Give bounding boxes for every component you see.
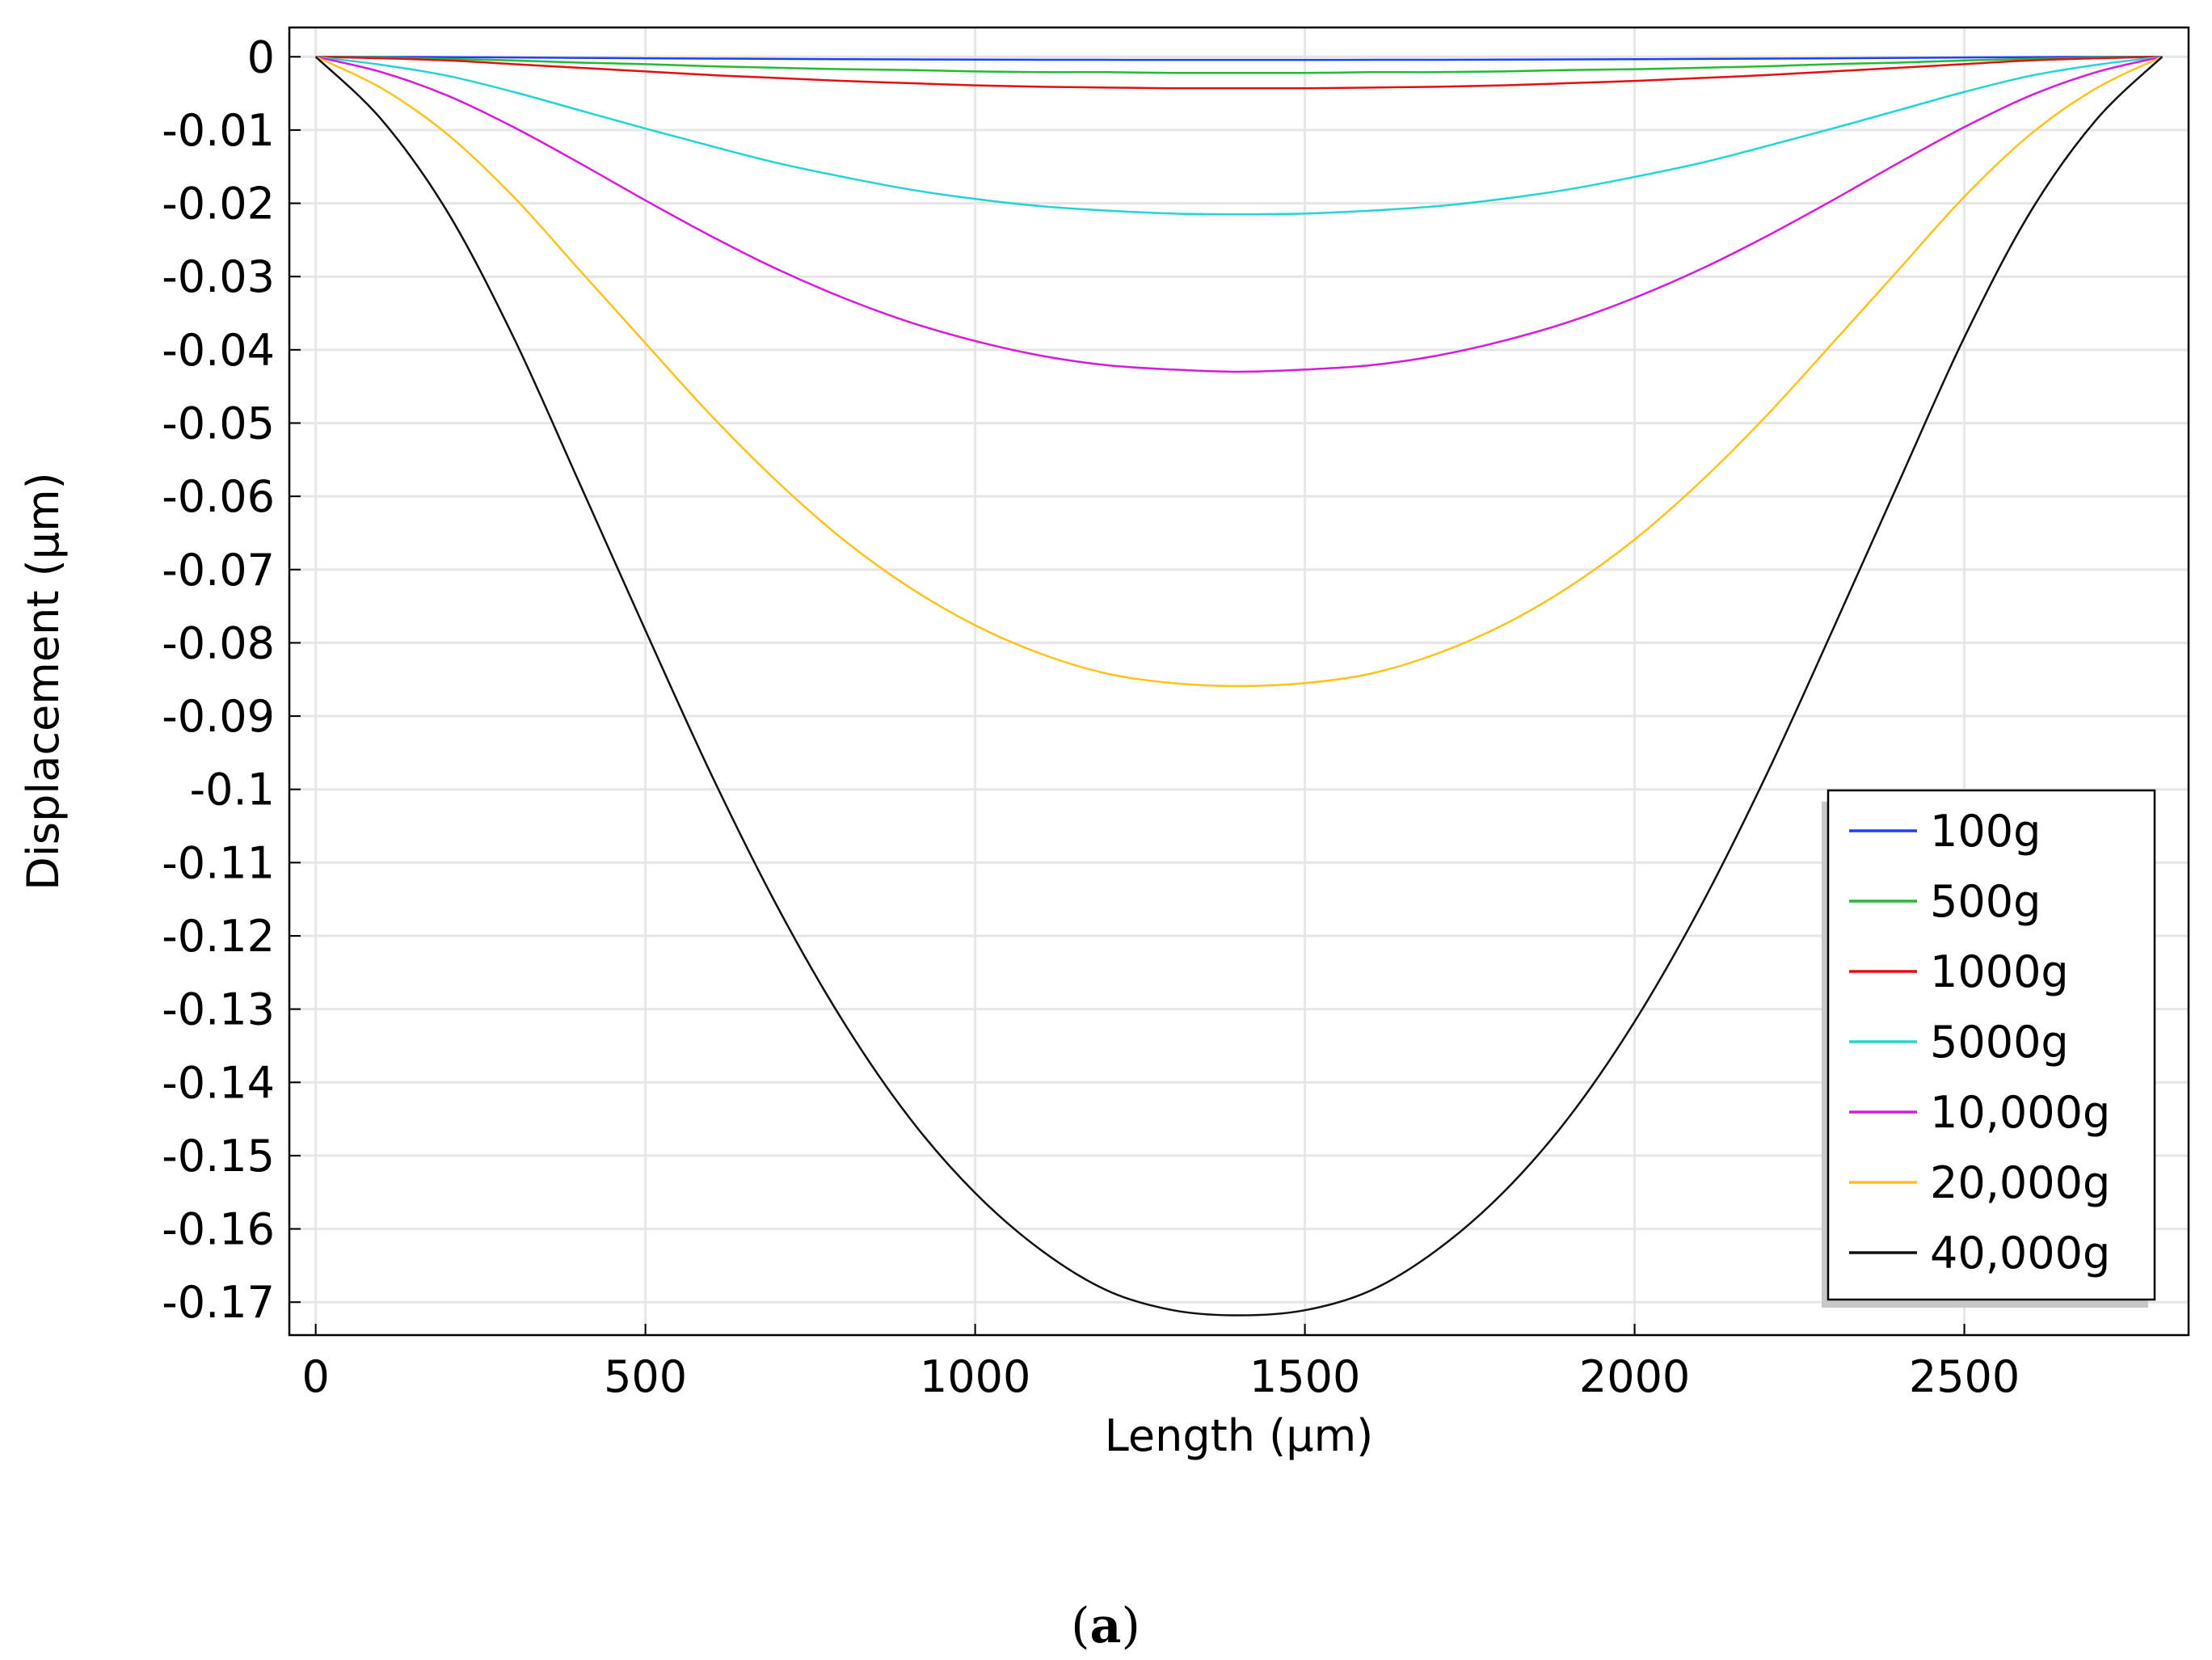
series-line-5000g bbox=[315, 56, 2163, 216]
y-tick-label: -0.15 bbox=[162, 1131, 275, 1182]
legend-label: 10,000g bbox=[1930, 1087, 2110, 1138]
x-tick-label: 1500 bbox=[1249, 1351, 1360, 1402]
y-tick-label: -0.01 bbox=[162, 105, 275, 156]
series-line-40000g bbox=[314, 56, 2164, 1317]
legend-label: 100g bbox=[1930, 806, 2041, 857]
figure-caption: (a) bbox=[1071, 1598, 1140, 1654]
y-tick-label: -0.13 bbox=[162, 984, 275, 1035]
y-tick-label: -0.02 bbox=[162, 179, 275, 230]
y-tick-label: -0.17 bbox=[162, 1277, 275, 1328]
series-line-500g bbox=[315, 56, 2163, 74]
y-tick-label: -0.11 bbox=[162, 837, 275, 888]
series-line-1000g bbox=[315, 56, 2163, 90]
series-lines bbox=[314, 56, 2164, 1317]
y-tick-label: 0 bbox=[247, 32, 275, 82]
x-axis-title: Length (μm) bbox=[1105, 1410, 1374, 1461]
x-tick-label: 2000 bbox=[1579, 1351, 1690, 1402]
y-tick-label: -0.1 bbox=[190, 765, 275, 815]
caption-close-paren: ) bbox=[1121, 1598, 1140, 1654]
legend-label: 500g bbox=[1930, 876, 2041, 927]
y-tick-label: -0.07 bbox=[162, 545, 275, 596]
series-line-10000g bbox=[315, 56, 2163, 373]
series-line-100g bbox=[315, 56, 2163, 61]
legend-label: 1000g bbox=[1930, 946, 2069, 997]
caption-open-paren: ( bbox=[1071, 1598, 1089, 1654]
y-tick-label: -0.14 bbox=[162, 1057, 275, 1108]
y-tick-label: -0.09 bbox=[162, 691, 275, 742]
series-line-20000g bbox=[315, 56, 2163, 688]
x-tick-label: 500 bbox=[604, 1351, 687, 1402]
y-tick-label: -0.12 bbox=[162, 911, 275, 962]
x-tick-label: 2500 bbox=[1909, 1351, 2020, 1402]
legend-box bbox=[1826, 789, 2156, 1301]
legend-label: 40,000g bbox=[1930, 1228, 2110, 1279]
y-tick-label: -0.16 bbox=[162, 1204, 275, 1255]
legend-label: 5000g bbox=[1930, 1017, 2069, 1068]
x-axis-ticks: 0 500 1000 1500 2000 2500 bbox=[301, 1324, 2020, 1402]
y-tick-label: -0.04 bbox=[162, 325, 275, 376]
y-tick-label: -0.08 bbox=[162, 617, 275, 668]
y-tick-label: -0.03 bbox=[162, 251, 275, 302]
plot-area bbox=[288, 26, 2190, 1337]
x-tick-label: 1000 bbox=[920, 1351, 1030, 1402]
y-tick-label: -0.05 bbox=[162, 398, 275, 449]
x-tick-label: 0 bbox=[301, 1351, 329, 1402]
y-axis-ticks: 0 -0.01 -0.02 -0.03 -0.04 -0.05 -0.06 -0.07 -0.0… bbox=[162, 32, 301, 1328]
caption-label: a bbox=[1090, 1598, 1122, 1654]
legend: 100g 500g 1000g 5000g 10,000g 20,000g 40,000g bbox=[1822, 789, 2156, 1308]
legend-label: 20,000g bbox=[1930, 1157, 2110, 1208]
y-tick-label: -0.06 bbox=[162, 471, 275, 522]
y-axis-title: Displacement (μm) bbox=[18, 472, 69, 890]
